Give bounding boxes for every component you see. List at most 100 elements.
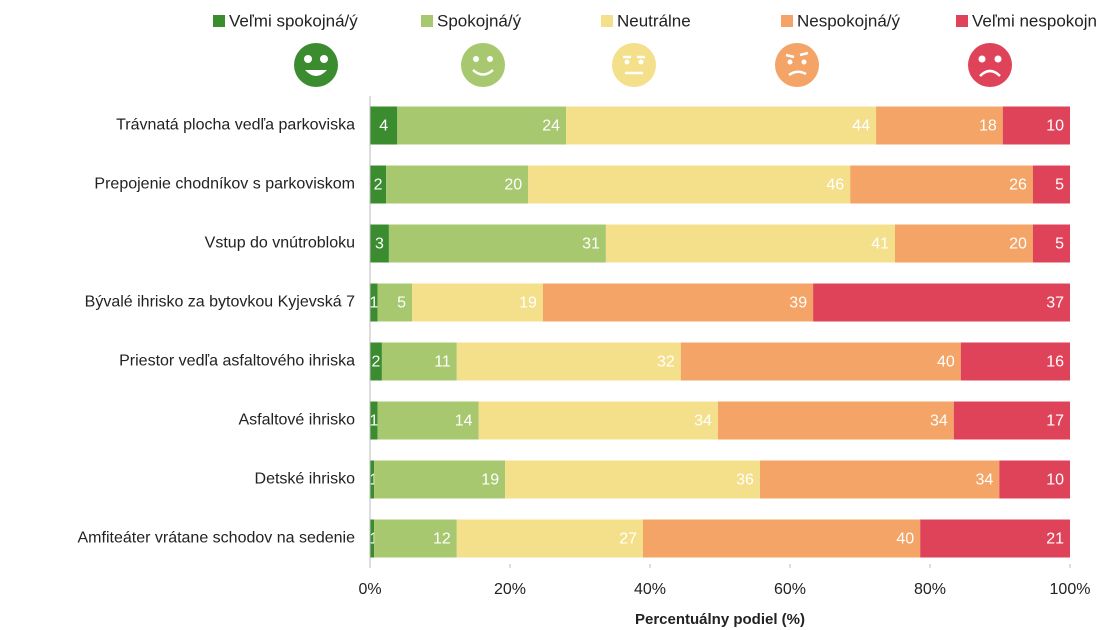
value-label: 19 bbox=[519, 295, 537, 312]
bar-segment bbox=[680, 342, 961, 381]
bar-segment bbox=[717, 401, 954, 440]
value-label: 24 bbox=[542, 118, 560, 135]
bar-segment bbox=[388, 224, 606, 263]
value-label: 27 bbox=[619, 531, 637, 548]
value-label: 37 bbox=[1046, 295, 1064, 312]
bar-segment bbox=[456, 342, 681, 381]
value-label: 34 bbox=[694, 413, 712, 430]
value-label: 40 bbox=[896, 531, 914, 548]
face-happy bbox=[461, 43, 505, 87]
bar-segment bbox=[370, 519, 375, 558]
x-tick-label: 60% bbox=[774, 581, 806, 598]
value-label: 40 bbox=[937, 354, 955, 371]
bar-segment bbox=[1032, 165, 1070, 204]
value-label: 34 bbox=[976, 472, 994, 489]
face-very-unhappy bbox=[968, 43, 1012, 87]
value-label: 46 bbox=[826, 177, 844, 194]
value-label: 20 bbox=[1009, 236, 1027, 253]
bar-segment bbox=[643, 519, 921, 558]
value-label: 5 bbox=[397, 295, 406, 312]
bar-segment bbox=[920, 519, 1070, 558]
value-label: 16 bbox=[1046, 354, 1064, 371]
bar-segment bbox=[374, 460, 506, 499]
y-tick-label: Detské ihrisko bbox=[255, 471, 356, 488]
x-tick-label: 100% bbox=[1050, 581, 1091, 598]
bar-segment bbox=[397, 106, 566, 145]
bar-segment bbox=[412, 283, 543, 322]
bar-segment bbox=[999, 460, 1070, 499]
value-label: 5 bbox=[1055, 236, 1064, 253]
bar-segment bbox=[478, 401, 718, 440]
y-tick-label: Asfaltové ihrisko bbox=[239, 412, 356, 429]
bar-segment bbox=[960, 342, 1070, 381]
value-label: 20 bbox=[504, 177, 522, 194]
bar-segment bbox=[456, 519, 643, 558]
value-label: 41 bbox=[871, 236, 889, 253]
x-tick-label: 0% bbox=[358, 581, 381, 598]
legend-label: Spokojná/ý bbox=[437, 11, 522, 30]
value-label: 18 bbox=[979, 118, 997, 135]
value-label: 32 bbox=[657, 354, 675, 371]
value-label: 31 bbox=[582, 236, 600, 253]
bar-segment bbox=[542, 283, 814, 322]
legend-label: Veľmi spokojná/ý bbox=[229, 11, 358, 30]
bar-segment bbox=[1032, 224, 1070, 263]
legend-swatch bbox=[213, 15, 225, 27]
y-tick-label: Amfiteáter vrátane schodov na sedenie bbox=[78, 530, 356, 547]
value-label: 36 bbox=[736, 472, 754, 489]
value-label: 19 bbox=[481, 472, 499, 489]
y-tick-label: Vstup do vnútrobloku bbox=[205, 235, 355, 252]
bar-segment bbox=[505, 460, 760, 499]
x-tick-label: 20% bbox=[494, 581, 526, 598]
bar-segment bbox=[759, 460, 1000, 499]
bar-segment bbox=[1002, 106, 1070, 145]
value-label: 1 bbox=[370, 295, 379, 312]
x-tick-label: 40% bbox=[634, 581, 666, 598]
y-tick-label: Trávnatá plocha vedľa parkoviska bbox=[116, 117, 355, 134]
value-label: 39 bbox=[789, 295, 807, 312]
y-tick-label: Bývalé ihrisko za bytovkou Kyjevská 7 bbox=[85, 294, 355, 311]
value-label: 4 bbox=[379, 118, 388, 135]
value-label: 1 bbox=[370, 472, 379, 489]
legend-label: Veľmi nespokojná/ý bbox=[972, 11, 1097, 30]
y-tick-label: Priestor vedľa asfaltového ihriska bbox=[119, 353, 355, 370]
face-very-happy bbox=[294, 43, 338, 87]
bar-segment bbox=[895, 224, 1033, 263]
bar-segment bbox=[528, 165, 851, 204]
legend-label: Nespokojná/ý bbox=[797, 11, 901, 30]
bar-segment bbox=[370, 106, 398, 145]
bar-segment bbox=[377, 401, 479, 440]
value-label: 12 bbox=[433, 531, 451, 548]
value-label: 11 bbox=[434, 354, 451, 371]
value-label: 2 bbox=[371, 354, 380, 371]
legend-label: Neutrálne bbox=[617, 11, 691, 30]
bar-segment bbox=[370, 401, 378, 440]
bar-segment bbox=[370, 342, 382, 381]
bar-segment bbox=[370, 460, 375, 499]
legend-swatch bbox=[956, 15, 968, 27]
y-tick-label: Prepojenie chodníkov s parkoviskom bbox=[94, 176, 355, 193]
value-label: 21 bbox=[1046, 531, 1064, 548]
bar-segment bbox=[386, 165, 529, 204]
bar-segment bbox=[813, 283, 1070, 322]
value-label: 34 bbox=[930, 413, 948, 430]
bar-segment bbox=[370, 283, 378, 322]
x-tick-label: 80% bbox=[914, 581, 946, 598]
x-axis-label: Percentuálny podiel (%) bbox=[635, 611, 805, 628]
bar-segment bbox=[953, 401, 1070, 440]
face-unhappy bbox=[775, 43, 819, 87]
value-label: 26 bbox=[1009, 177, 1027, 194]
bar-segment bbox=[370, 224, 389, 263]
value-label: 44 bbox=[852, 118, 870, 135]
bar-segment bbox=[605, 224, 895, 263]
value-label: 1 bbox=[370, 531, 379, 548]
bar-segment bbox=[374, 519, 457, 558]
value-label: 14 bbox=[455, 413, 473, 430]
legend-swatch bbox=[781, 15, 793, 27]
value-label: 3 bbox=[375, 236, 384, 253]
bar-segment bbox=[381, 342, 457, 381]
value-label: 1 bbox=[370, 413, 379, 430]
bar-segment bbox=[566, 106, 877, 145]
legend-swatch bbox=[421, 15, 433, 27]
